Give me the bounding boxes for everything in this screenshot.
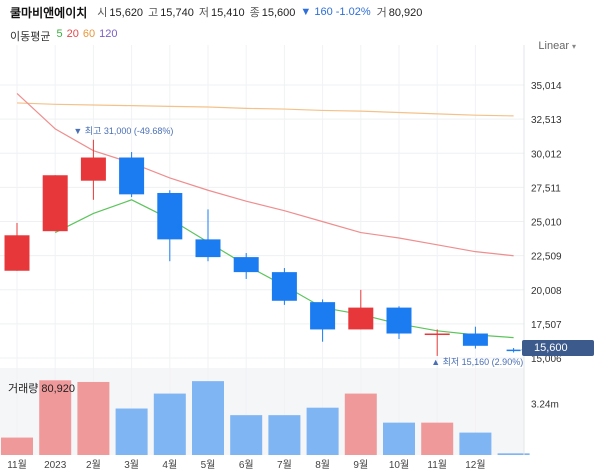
candle-body [233, 257, 259, 273]
candle-body [271, 272, 297, 301]
volume-bar [497, 453, 530, 455]
volume-bar [268, 415, 301, 455]
candle-body [195, 239, 221, 258]
x-tick-label: 4월 [162, 459, 177, 471]
candle-body [348, 307, 374, 330]
x-tick-label: 3월 [124, 459, 139, 471]
candle-body [119, 157, 145, 195]
volume-bar [1, 437, 33, 455]
high-price: 고 15,740 [148, 7, 194, 19]
current-price-tag: 15,600 [522, 340, 594, 356]
candle-body [424, 333, 450, 336]
volume-bar [39, 380, 72, 455]
low-price: 저 15,410 [198, 7, 245, 19]
low-annotation: ▲ 최저 15,160 (2.90%) [431, 357, 523, 367]
candle-body [506, 349, 521, 352]
y-tick-label: 15,006 [531, 354, 562, 365]
chevron-down-icon: ▾ [571, 41, 576, 51]
candle-body [42, 175, 68, 232]
candle-body [462, 333, 488, 346]
y-tick-label: 22,509 [531, 252, 562, 263]
y-tick-label: 17,507 [531, 320, 562, 331]
volume-bar [383, 422, 415, 455]
y-tick-label: 35,014 [531, 81, 562, 92]
volume-bar [421, 422, 454, 455]
y-tick-label: 32,513 [531, 115, 562, 126]
volume-panel-title: 거래량 80,920 [8, 383, 76, 395]
volume-bar [153, 393, 186, 455]
ma-title: 이동평균 [10, 31, 51, 43]
moving-average-legend: 이동평균 5 20 60 120 [10, 28, 117, 44]
y-tick-label: 20,008 [531, 286, 562, 297]
price-change: ▼ 160 -1.02% [300, 6, 371, 18]
volume-bar [344, 393, 377, 455]
x-tick-label: 8월 [315, 459, 330, 471]
x-tick-label: 6월 [239, 459, 254, 471]
ma20-line [16, 92, 514, 257]
volume-bar [77, 381, 110, 455]
volume-tick-label: 3.24m [531, 400, 559, 411]
candle-body [80, 157, 106, 181]
ma-120[interactable]: 120 [99, 28, 118, 40]
x-tick-label: 7월 [277, 459, 292, 471]
ma60-line [16, 102, 514, 117]
stock-name[interactable]: 쿨마비앤에이치 [10, 5, 88, 20]
volume-bar [459, 432, 492, 455]
y-tick-label: 25,010 [531, 218, 562, 229]
high-annotation: ▼ 최고 31,000 (-49.68%) [73, 126, 173, 136]
x-tick-label: 11월 [7, 459, 27, 471]
volume-bar [115, 408, 148, 455]
x-tick-label: 9월 [353, 459, 368, 471]
scale-selector[interactable]: Linear ▾ [538, 40, 576, 52]
ma-20[interactable]: 20 [66, 28, 79, 40]
x-tick-label: 10월 [389, 459, 409, 471]
scale-label: Linear [538, 40, 569, 52]
volume-bar [306, 407, 339, 455]
close-price: 종 15,600 [249, 7, 296, 19]
candle-body [4, 235, 30, 271]
x-tick-label: 2023 [44, 460, 67, 471]
y-tick-label: 27,511 [531, 183, 561, 194]
y-tick-label: 30,012 [531, 149, 562, 160]
x-tick-label: 5월 [201, 459, 216, 471]
candle-body [386, 307, 412, 334]
volume-bar [192, 381, 224, 455]
stock-header: 쿨마비앤에이치 시 15,620 고 15,740 저 15,410 종 15,600 … [0, 0, 600, 24]
candle-body [157, 192, 183, 240]
open-price: 시 15,620 [97, 7, 144, 19]
x-tick-label: 12월 [465, 459, 485, 471]
x-tick-label: 2월 [86, 459, 101, 471]
volume-bar [230, 415, 263, 455]
candle-body [310, 302, 336, 330]
volume-summary: 거 80,920 [376, 7, 423, 19]
ma-60[interactable]: 60 [82, 28, 96, 40]
ma-5[interactable]: 5 [56, 28, 63, 40]
x-tick-label: 11월 [427, 459, 447, 471]
